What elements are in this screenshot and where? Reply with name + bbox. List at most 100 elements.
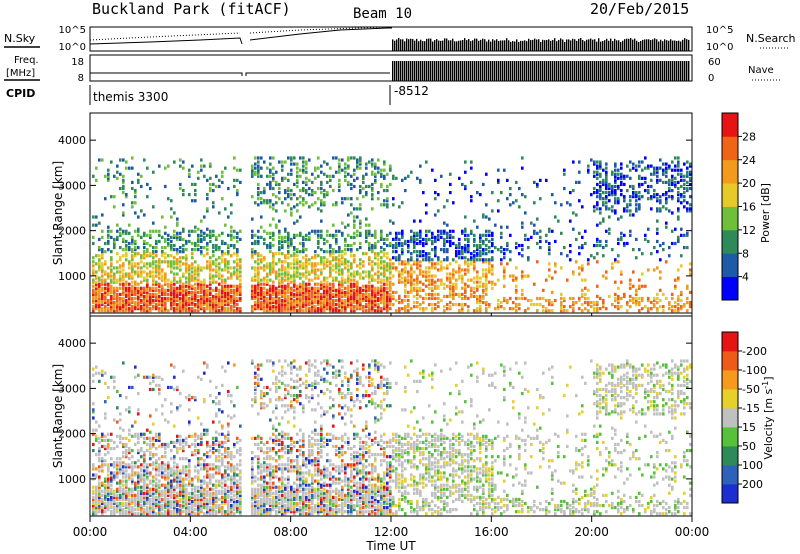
power-cell <box>260 174 263 178</box>
power-cell <box>452 229 455 233</box>
power-cell <box>335 156 338 160</box>
velocity-cell <box>110 505 113 510</box>
power-cell <box>260 215 263 219</box>
nave-bar <box>398 61 400 81</box>
colorbar-tick-label: 12 <box>742 224 756 237</box>
power-cell <box>92 223 95 227</box>
power-cell <box>278 284 281 288</box>
power-cell <box>131 266 134 270</box>
power-cell <box>278 190 281 195</box>
power-cell <box>488 239 491 244</box>
nave-bar <box>420 61 422 81</box>
power-cell <box>113 286 116 290</box>
power-cell <box>257 235 260 239</box>
noise-bar <box>484 39 486 51</box>
nave-bar <box>514 61 516 81</box>
nave-bar <box>688 61 690 81</box>
power-cell <box>479 250 482 254</box>
power-cell <box>206 178 209 182</box>
velocity-cell <box>122 471 125 475</box>
power-cell <box>323 188 326 193</box>
power-cell <box>137 282 140 286</box>
power-cell <box>401 268 404 272</box>
power-cell <box>347 302 350 307</box>
power-cell <box>377 280 380 284</box>
power-cell <box>122 305 125 309</box>
power-cell <box>422 254 425 258</box>
power-cell <box>365 190 368 195</box>
power-cell <box>272 292 275 297</box>
power-cell <box>239 288 242 292</box>
nave-bar <box>676 61 678 81</box>
power-cell <box>278 248 281 252</box>
power-cell <box>119 231 122 235</box>
power-cell <box>359 241 362 246</box>
nave-bar <box>404 61 406 81</box>
nave-bar <box>474 61 476 81</box>
power-cell <box>605 307 608 311</box>
power-cell <box>110 235 113 239</box>
power-cell <box>416 290 419 294</box>
power-cell <box>296 266 299 270</box>
power-cell <box>125 160 128 164</box>
velocity-cell <box>116 497 119 502</box>
velocity-cell <box>113 375 116 379</box>
velocity-cell <box>98 499 101 504</box>
power-cell <box>224 302 227 307</box>
power-cell <box>356 300 359 305</box>
power-cell <box>479 294 482 299</box>
power-cell <box>179 164 182 168</box>
power-cell <box>461 292 464 297</box>
power-cell <box>476 252 479 256</box>
power-cell <box>599 211 602 215</box>
power-cell <box>413 294 416 299</box>
power-cell <box>422 243 425 248</box>
power-cell <box>293 235 296 239</box>
power-cell <box>266 182 269 187</box>
power-cell <box>116 260 119 264</box>
power-cell <box>434 296 437 301</box>
noise-bar <box>682 39 684 51</box>
nave-bar <box>542 61 544 81</box>
power-cell <box>155 280 158 284</box>
velocity-cell <box>125 444 128 449</box>
power-cell <box>107 284 110 288</box>
power-cell <box>323 195 326 199</box>
power-cell <box>299 298 302 303</box>
power-cell <box>476 298 479 303</box>
power-cell <box>677 298 680 303</box>
power-cell <box>389 166 392 170</box>
power-cell <box>230 229 233 233</box>
power-cell <box>290 172 293 176</box>
nave-bar <box>394 61 396 81</box>
power-cell <box>134 280 137 284</box>
power-cell <box>596 203 599 207</box>
power-cell <box>134 239 137 244</box>
power-cell <box>227 307 230 311</box>
noise-bar <box>444 38 446 51</box>
velocity-cell <box>107 505 110 510</box>
power-cell <box>317 229 320 233</box>
noise-bar <box>662 41 664 51</box>
power-cell <box>293 260 296 264</box>
velocity-cell <box>92 373 95 377</box>
power-cell <box>209 300 212 305</box>
power-cell <box>278 282 281 286</box>
power-cell <box>182 307 185 311</box>
power-cell <box>152 266 155 270</box>
power-cell <box>107 276 110 280</box>
velocity-cell <box>134 442 137 447</box>
noise-bar <box>568 39 570 51</box>
noise-bar <box>564 41 566 51</box>
power-cell <box>536 309 539 313</box>
power-cell <box>545 239 548 244</box>
power-cell <box>503 298 506 303</box>
nave-bar <box>548 61 550 81</box>
velocity-cell <box>98 424 101 428</box>
power-cell <box>365 288 368 292</box>
power-cell <box>473 264 476 268</box>
power-cell <box>356 286 359 290</box>
power-cell <box>605 174 608 178</box>
power-cell <box>326 258 329 262</box>
power-cell <box>536 302 539 307</box>
